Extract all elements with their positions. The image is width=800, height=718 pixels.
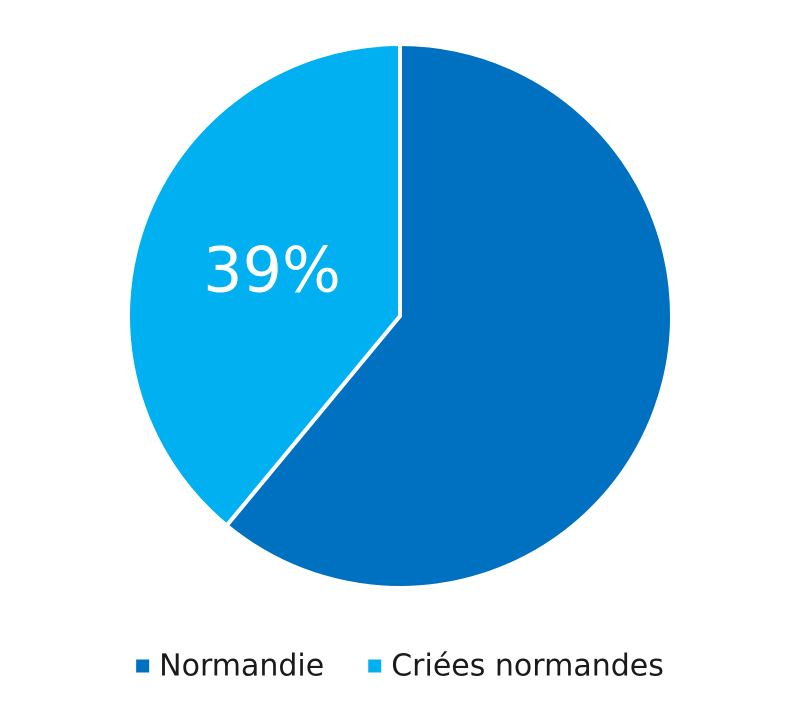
pie-slice-criees-normandes	[126, 41, 402, 529]
legend: Normandie Criées normandes	[136, 649, 664, 684]
legend-swatch-normandie	[136, 659, 150, 673]
legend-label-normandie: Normandie	[159, 649, 324, 684]
pie-slice-labels: 39%	[203, 233, 341, 306]
legend-label-criees-normandes: Criées normandes	[391, 649, 664, 684]
pie-slice-normandie	[223, 41, 674, 590]
legend-swatch-criees-normandes	[368, 659, 382, 673]
data-label-criees-normandes: 39%	[203, 233, 341, 306]
pie-slices	[126, 41, 674, 590]
